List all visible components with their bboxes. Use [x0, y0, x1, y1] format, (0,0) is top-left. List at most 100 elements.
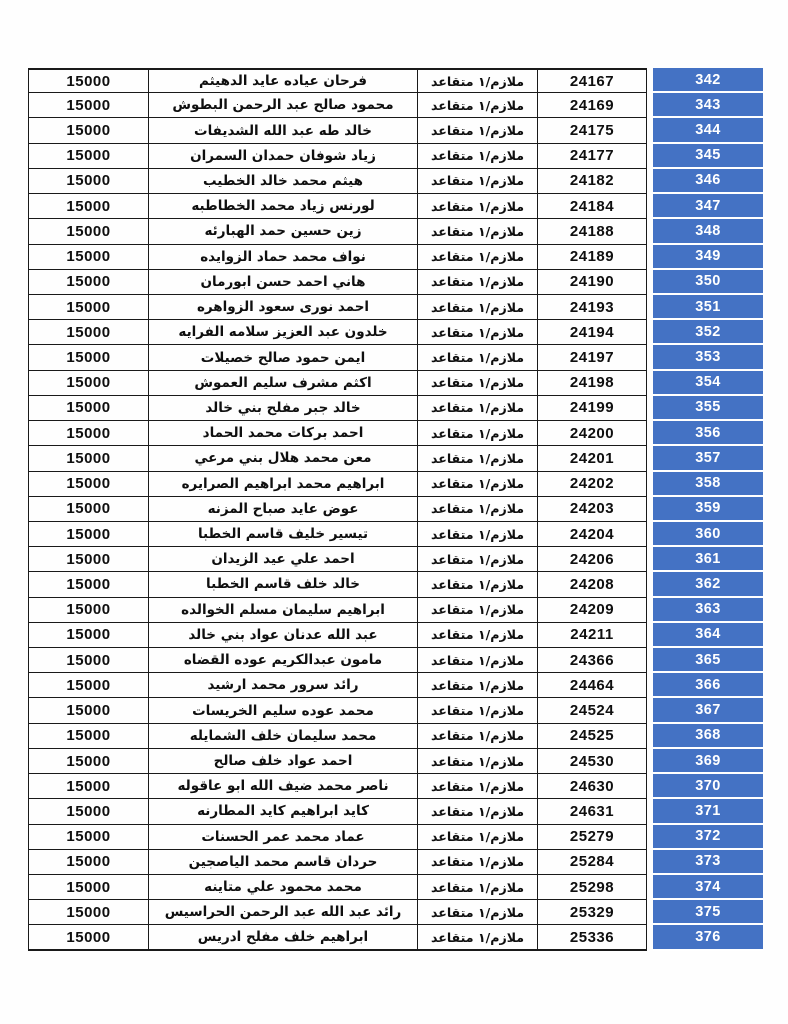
row-main-cells: 15000 اكثم مشرف سليم العموش ملازم/١ متقا… — [28, 370, 647, 396]
serial-number-cell: 360 — [653, 521, 763, 548]
id-number-cell: 24177 — [538, 143, 647, 169]
amount-cell: 15000 — [29, 194, 149, 220]
name-cell: حردان قاسم محمد الياصجين — [149, 849, 418, 875]
name-cell: ابراهيم سليمان مسلم الخوالده — [149, 597, 418, 623]
row-main-cells: 15000 كايد ابراهيم كايد المطارنه ملازم/١… — [28, 799, 647, 825]
row-main-cells: 15000 محمد عوده سليم الخريسات ملازم/١ مت… — [28, 698, 647, 724]
amount-cell: 15000 — [29, 395, 149, 422]
serial-number-cell: 347 — [653, 194, 763, 220]
table-row: 15000 احمد عواد خلف صالح ملازم/١ متقاعد … — [28, 748, 763, 775]
amount-cell: 15000 — [29, 143, 149, 169]
rank-cell: ملازم/١ متقاعد — [418, 446, 538, 472]
serial-number-cell: 342 — [653, 68, 763, 94]
table-row: 15000 محمد محمود علي متاينه ملازم/١ متقا… — [28, 875, 763, 901]
serial-number-cell: 366 — [653, 673, 763, 699]
rank-cell: ملازم/١ متقاعد — [418, 93, 538, 119]
table-row: 15000 محمد عوده سليم الخريسات ملازم/١ مت… — [28, 698, 763, 724]
id-number-cell: 24202 — [538, 471, 647, 497]
rank-cell: ملازم/١ متقاعد — [418, 370, 538, 396]
table-row: 15000 احمد بركات محمد الحماد ملازم/١ متق… — [28, 421, 763, 447]
table-row: 15000 اكثم مشرف سليم العموش ملازم/١ متقا… — [28, 370, 763, 396]
id-number-cell: 24189 — [538, 244, 647, 270]
rank-cell: ملازم/١ متقاعد — [418, 698, 538, 724]
serial-number-cell: 361 — [653, 547, 763, 573]
name-cell: محمد عوده سليم الخريسات — [149, 698, 418, 724]
name-cell: محمد سليمان خلف الشمايله — [149, 723, 418, 749]
row-main-cells: 15000 خالد طه عبد الله الشديفات ملازم/١ … — [28, 118, 647, 144]
table-row: 15000 احمد علي عيد الزيدان ملازم/١ متقاع… — [28, 547, 763, 573]
row-main-cells: 15000 رائد سرور محمد ارشيد ملازم/١ متقاع… — [28, 673, 647, 699]
table-row: 15000 تيسير خليف قاسم الخطبا ملازم/١ متق… — [28, 521, 763, 548]
serial-number-cell: 349 — [653, 244, 763, 270]
row-main-cells: 15000 احمد علي عيد الزيدان ملازم/١ متقاع… — [28, 547, 647, 573]
table-row: 15000 فرحان عياده عايد الدهيثم ملازم/١ م… — [28, 68, 763, 94]
name-cell: نواف محمد حماد الزوايده — [149, 244, 418, 270]
amount-cell: 15000 — [29, 370, 149, 396]
name-cell: عماد محمد عمر الحسنات — [149, 824, 418, 850]
rank-cell: ملازم/١ متقاعد — [418, 143, 538, 169]
pension-table-body: 15000 فرحان عياده عايد الدهيثم ملازم/١ م… — [28, 68, 763, 951]
row-main-cells: 15000 ناصر محمد ضيف الله ابو عاقوله ملاز… — [28, 774, 647, 800]
name-cell: خالد طه عبد الله الشديفات — [149, 118, 418, 144]
row-main-cells: 15000 هاني احمد حسن ابورمان ملازم/١ متقا… — [28, 269, 647, 295]
rank-cell: ملازم/١ متقاعد — [418, 748, 538, 775]
id-number-cell: 24198 — [538, 370, 647, 396]
amount-cell: 15000 — [29, 925, 149, 951]
id-number-cell: 24206 — [538, 547, 647, 573]
serial-number-cell: 353 — [653, 345, 763, 371]
serial-number-cell: 343 — [653, 93, 763, 119]
table-row: 15000 زياد شوفان حمدان السمران ملازم/١ م… — [28, 143, 763, 169]
serial-number-cell: 372 — [653, 824, 763, 850]
id-number-cell: 24201 — [538, 446, 647, 472]
name-cell: معن محمد هلال بني مرعي — [149, 446, 418, 472]
serial-number-cell: 357 — [653, 446, 763, 472]
rank-cell: ملازم/١ متقاعد — [418, 572, 538, 598]
row-main-cells: 15000 محمد محمود علي متاينه ملازم/١ متقا… — [28, 875, 647, 901]
rank-cell: ملازم/١ متقاعد — [418, 774, 538, 800]
serial-number-cell: 365 — [653, 648, 763, 674]
id-number-cell: 24182 — [538, 168, 647, 195]
serial-number-cell: 367 — [653, 698, 763, 724]
row-main-cells: 15000 محمد سليمان خلف الشمايله ملازم/١ م… — [28, 723, 647, 749]
id-number-cell: 24194 — [538, 320, 647, 346]
row-main-cells: 15000 عوض عايد صباح المزنه ملازم/١ متقاع… — [28, 496, 647, 522]
table-row: 15000 عبد الله عدنان عواد بني خالد ملازم… — [28, 622, 763, 649]
row-main-cells: 15000 تيسير خليف قاسم الخطبا ملازم/١ متق… — [28, 521, 647, 548]
table-row: 15000 عماد محمد عمر الحسنات ملازم/١ متقا… — [28, 824, 763, 850]
name-cell: محمود صالح عبد الرحمن البطوش — [149, 93, 418, 119]
table-row: 15000 حردان قاسم محمد الياصجين ملازم/١ م… — [28, 849, 763, 875]
name-cell: رائد عبد الله عبد الرحمن الحراسيس — [149, 900, 418, 926]
serial-number-cell: 373 — [653, 849, 763, 875]
row-main-cells: 15000 خالد جبر مفلح بني خالد ملازم/١ متق… — [28, 395, 647, 422]
id-number-cell: 24167 — [538, 70, 647, 94]
rank-cell: ملازم/١ متقاعد — [418, 320, 538, 346]
id-number-cell: 25279 — [538, 824, 647, 850]
name-cell: احمد علي عيد الزيدان — [149, 547, 418, 573]
rank-cell: ملازم/١ متقاعد — [418, 648, 538, 674]
amount-cell: 15000 — [29, 446, 149, 472]
amount-cell: 15000 — [29, 168, 149, 195]
row-main-cells: 15000 خالد خلف قاسم الخطبا ملازم/١ متقاع… — [28, 572, 647, 598]
table-row: 15000 عوض عايد صباح المزنه ملازم/١ متقاع… — [28, 496, 763, 522]
table-row: 15000 خالد خلف قاسم الخطبا ملازم/١ متقاع… — [28, 572, 763, 598]
name-cell: ناصر محمد ضيف الله ابو عاقوله — [149, 774, 418, 800]
amount-cell: 15000 — [29, 597, 149, 623]
row-main-cells: 15000 زين حسين حمد الهبارئه ملازم/١ متقا… — [28, 219, 647, 245]
amount-cell: 15000 — [29, 648, 149, 674]
rank-cell: ملازم/١ متقاعد — [418, 547, 538, 573]
rank-cell: ملازم/١ متقاعد — [418, 622, 538, 649]
table-row: 15000 لورنس زياد محمد الخطاطبه ملازم/١ م… — [28, 194, 763, 220]
table-row: 15000 ناصر محمد ضيف الله ابو عاقوله ملاز… — [28, 774, 763, 800]
row-main-cells: 15000 نواف محمد حماد الزوايده ملازم/١ مت… — [28, 244, 647, 270]
row-main-cells: 15000 ابراهيم محمد ابراهيم الصرايره ملاز… — [28, 471, 647, 497]
amount-cell: 15000 — [29, 723, 149, 749]
rank-cell: ملازم/١ متقاعد — [418, 294, 538, 321]
row-main-cells: 15000 احمد بركات محمد الحماد ملازم/١ متق… — [28, 421, 647, 447]
amount-cell: 15000 — [29, 748, 149, 775]
rank-cell: ملازم/١ متقاعد — [418, 673, 538, 699]
id-number-cell: 24200 — [538, 421, 647, 447]
name-cell: خالد جبر مفلح بني خالد — [149, 395, 418, 422]
rank-cell: ملازم/١ متقاعد — [418, 168, 538, 195]
table-row: 15000 زين حسين حمد الهبارئه ملازم/١ متقا… — [28, 219, 763, 245]
